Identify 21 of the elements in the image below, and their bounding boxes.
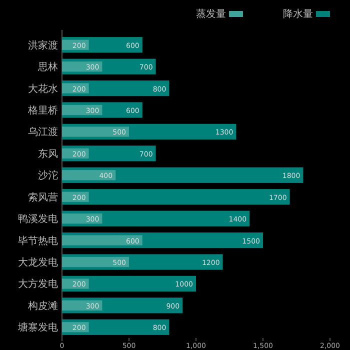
y-tick-label: 沙沱: [38, 170, 58, 182]
y-tick-label: 大花水: [28, 82, 58, 95]
bar: [62, 235, 142, 246]
y-tick-label: 毕节热电: [18, 234, 58, 247]
legend-label: 降水量: [283, 8, 313, 20]
bar: [62, 189, 290, 205]
bar: [62, 256, 129, 268]
y-tick-label: 洪家渡: [28, 39, 58, 52]
bar: [62, 126, 129, 137]
y-tick-label: 乌江渡: [28, 126, 58, 138]
y-tick-label: 大龙发电: [18, 256, 58, 268]
legend-label: 蒸发量: [196, 8, 226, 20]
y-tick-label: 鸭溪发电: [18, 213, 58, 226]
y-tick-label: 索风营: [28, 191, 58, 204]
y-tick-label: 大方发电: [18, 278, 58, 290]
y-tick-label: 东风: [38, 148, 58, 160]
y-tick-label: 塘寨发电: [17, 322, 58, 334]
y-tick-label: 思林: [37, 61, 58, 74]
y-tick-label: 格里桥: [27, 104, 58, 116]
bar: [62, 170, 116, 180]
y-tick-label: 构皮滩: [27, 300, 58, 312]
